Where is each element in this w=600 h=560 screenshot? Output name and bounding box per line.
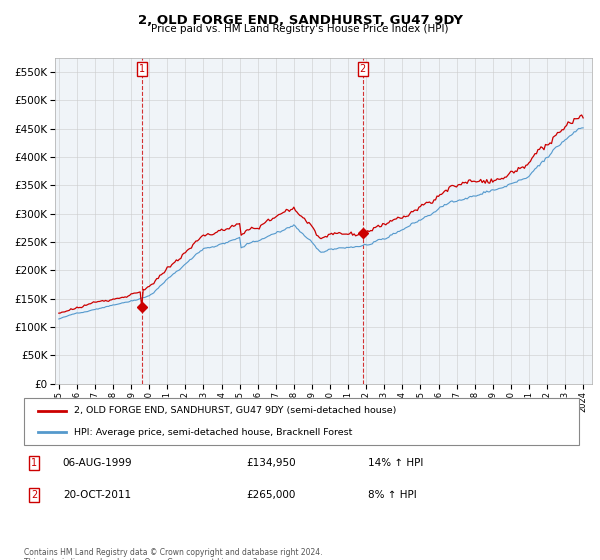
- Text: 2, OLD FORGE END, SANDHURST, GU47 9DY: 2, OLD FORGE END, SANDHURST, GU47 9DY: [137, 14, 463, 27]
- Text: HPI: Average price, semi-detached house, Bracknell Forest: HPI: Average price, semi-detached house,…: [74, 428, 352, 437]
- Text: 06-AUG-1999: 06-AUG-1999: [63, 458, 133, 468]
- Text: 1: 1: [139, 64, 145, 74]
- Text: 20-OCT-2011: 20-OCT-2011: [63, 490, 131, 500]
- Text: Price paid vs. HM Land Registry's House Price Index (HPI): Price paid vs. HM Land Registry's House …: [151, 24, 449, 34]
- Text: 2: 2: [359, 64, 365, 74]
- Text: 2, OLD FORGE END, SANDHURST, GU47 9DY (semi-detached house): 2, OLD FORGE END, SANDHURST, GU47 9DY (s…: [74, 406, 397, 415]
- FancyBboxPatch shape: [24, 398, 579, 445]
- Text: £265,000: £265,000: [246, 490, 295, 500]
- Text: 2: 2: [31, 490, 37, 500]
- Text: 8% ↑ HPI: 8% ↑ HPI: [368, 490, 417, 500]
- Text: £134,950: £134,950: [246, 458, 296, 468]
- Text: Contains HM Land Registry data © Crown copyright and database right 2024.
This d: Contains HM Land Registry data © Crown c…: [24, 548, 323, 560]
- Text: 14% ↑ HPI: 14% ↑ HPI: [368, 458, 424, 468]
- Text: 1: 1: [31, 458, 37, 468]
